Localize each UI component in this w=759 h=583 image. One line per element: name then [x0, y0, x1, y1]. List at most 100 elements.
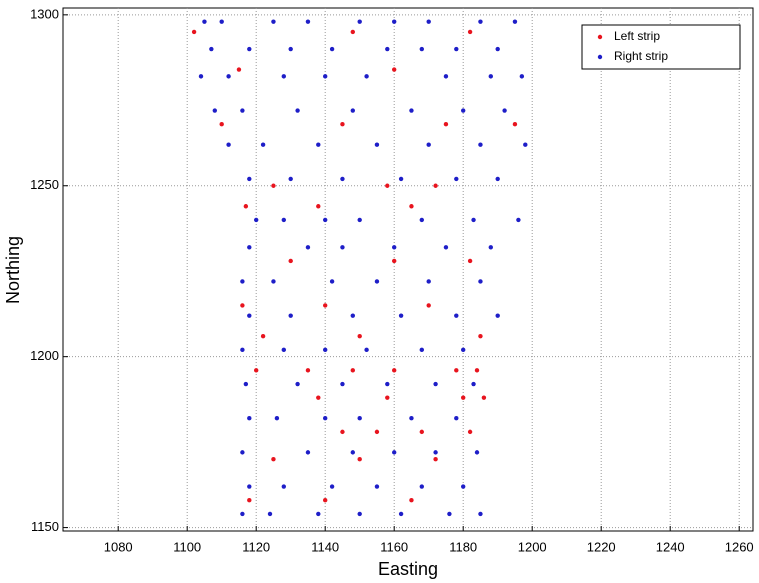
point — [350, 368, 355, 373]
point — [488, 74, 493, 79]
point — [340, 429, 345, 435]
x-tick-label: 1080 — [104, 539, 133, 554]
point — [340, 381, 345, 387]
point — [288, 258, 293, 264]
point — [281, 347, 286, 353]
x-axis-label: Easting — [378, 559, 438, 579]
point — [226, 74, 231, 79]
point — [398, 176, 404, 182]
point — [454, 46, 459, 52]
point — [426, 279, 431, 284]
point — [281, 217, 286, 223]
point — [240, 279, 245, 284]
point — [454, 415, 459, 421]
x-tick-label: 1260 — [725, 539, 754, 554]
point — [426, 142, 431, 147]
point — [374, 279, 380, 284]
y-tick-label: 1300 — [30, 6, 59, 21]
point — [443, 245, 449, 250]
point — [247, 313, 252, 318]
point — [385, 183, 390, 188]
point — [305, 368, 311, 373]
point — [478, 142, 483, 147]
point — [247, 484, 252, 489]
point — [467, 429, 473, 435]
point — [329, 484, 335, 489]
point — [419, 46, 424, 52]
point — [219, 122, 224, 127]
point — [247, 498, 252, 503]
point — [219, 19, 224, 24]
point — [340, 176, 345, 182]
point — [426, 19, 431, 24]
point — [281, 74, 286, 79]
point — [243, 204, 249, 209]
point — [243, 381, 249, 387]
point — [374, 142, 380, 147]
point — [305, 19, 311, 24]
point — [447, 511, 452, 517]
legend-box — [581, 24, 741, 70]
y-tick-label: 1250 — [30, 177, 59, 192]
point — [467, 258, 473, 264]
point — [329, 46, 335, 52]
point — [392, 245, 397, 250]
point — [419, 217, 424, 223]
point — [323, 74, 328, 79]
point — [392, 67, 397, 72]
point — [523, 142, 528, 147]
point — [409, 204, 414, 209]
point — [454, 176, 459, 182]
point — [288, 176, 293, 182]
point — [374, 484, 380, 489]
point — [350, 29, 355, 35]
point — [398, 313, 404, 318]
x-tick-label: 1180 — [449, 539, 477, 554]
point — [433, 450, 438, 455]
point — [443, 122, 449, 127]
y-tick-label: 1150 — [31, 519, 59, 534]
point — [433, 457, 438, 462]
point — [495, 176, 500, 182]
point — [254, 217, 259, 223]
point — [478, 333, 483, 339]
point — [467, 29, 473, 35]
point — [323, 217, 328, 223]
point — [478, 19, 483, 24]
x-tick-label: 1140 — [311, 539, 339, 554]
point — [316, 142, 321, 147]
point — [374, 429, 380, 435]
point — [247, 245, 252, 250]
point — [461, 108, 466, 113]
point — [271, 457, 276, 462]
point — [478, 511, 483, 517]
point — [305, 245, 311, 250]
plot-area — [62, 7, 754, 532]
point — [247, 46, 252, 52]
point — [260, 333, 266, 339]
x-tick-label: 1120 — [242, 539, 270, 554]
point — [502, 108, 507, 113]
point — [226, 142, 231, 147]
point — [295, 381, 300, 387]
point — [247, 415, 252, 421]
x-tick-label: 1160 — [380, 539, 408, 554]
point — [392, 368, 397, 373]
legend-marker — [597, 34, 603, 40]
point — [392, 258, 397, 264]
point — [323, 498, 328, 503]
x-tick-label: 1200 — [518, 539, 547, 554]
point — [260, 142, 266, 147]
point — [433, 183, 438, 188]
point — [461, 484, 466, 489]
point — [281, 484, 286, 489]
point — [240, 303, 245, 308]
point — [350, 450, 355, 455]
x-tick-label: 1100 — [173, 539, 201, 554]
point — [357, 217, 362, 223]
point — [340, 122, 345, 127]
point — [364, 347, 369, 353]
point — [454, 368, 459, 373]
point — [323, 347, 328, 353]
